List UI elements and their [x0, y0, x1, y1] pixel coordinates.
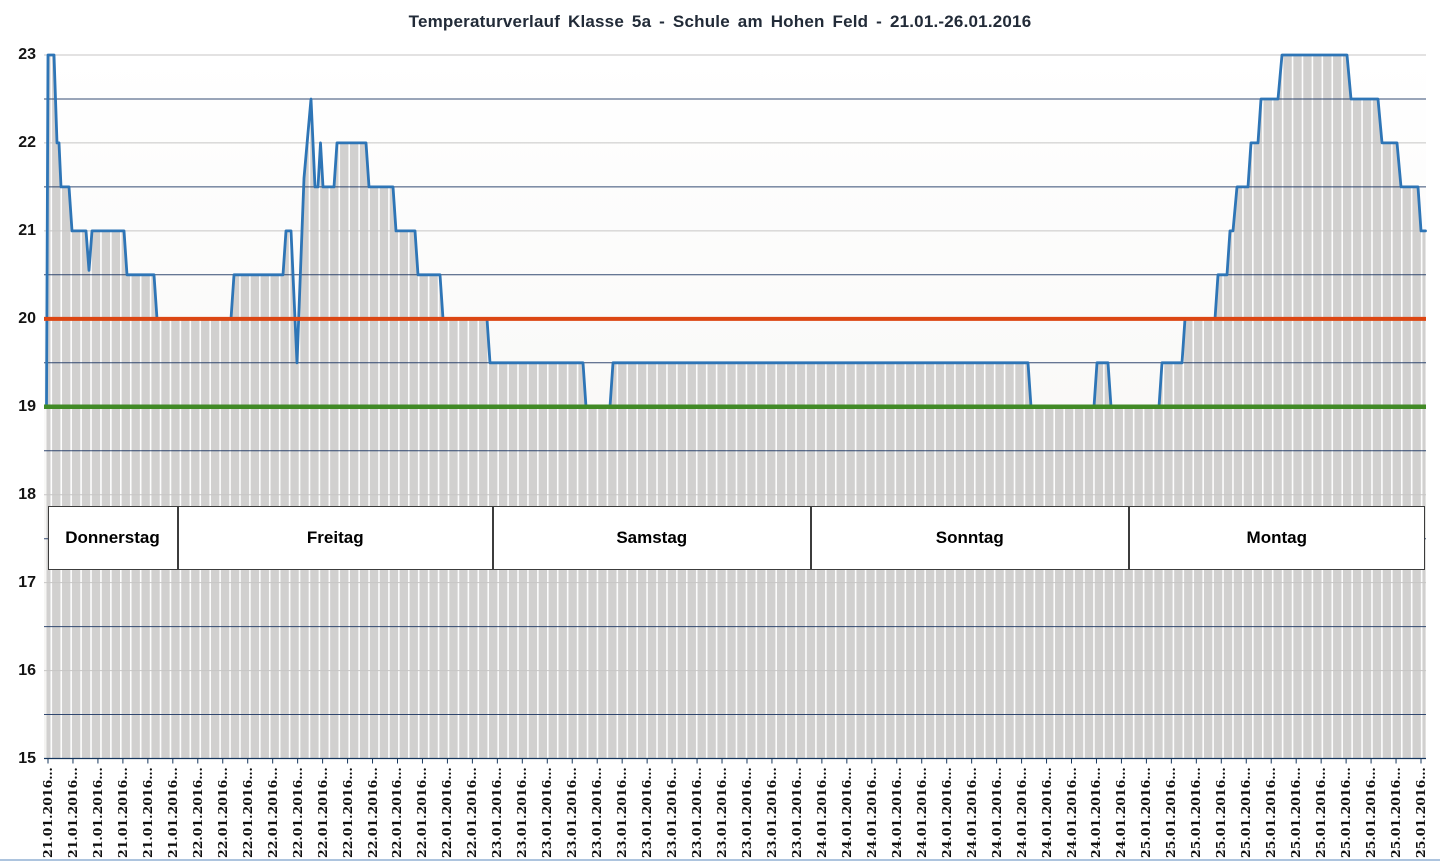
x-axis-label: 21.01.2016… [64, 767, 80, 858]
x-axis-label: 21.01.2016… [114, 767, 130, 858]
bottom-border-line [0, 859, 1440, 861]
x-axis-label: 22.01.2016… [214, 767, 230, 858]
day-band-samstag: Samstag [493, 506, 811, 570]
x-axis-label: 24.01.2016… [963, 767, 979, 858]
x-axis-label: 23.01.2016… [489, 767, 505, 858]
x-axis-label: 24.01.2016… [813, 767, 829, 858]
x-axis-label: 21.01.2016… [89, 767, 105, 858]
day-band-montag: Montag [1129, 506, 1425, 570]
x-axis-label: 25.01.2016… [1363, 767, 1379, 858]
x-axis-label: 24.01.2016… [1063, 767, 1079, 858]
day-band-donnerstag: Donnerstag [47, 506, 178, 570]
x-axis-label: 25.01.2016… [1388, 767, 1404, 858]
x-axis-label: 22.01.2016… [314, 767, 330, 858]
x-axis-label: 25.01.2016… [1263, 767, 1279, 858]
y-axis-label-17: 17 [18, 573, 36, 591]
x-axis-label: 22.01.2016… [339, 767, 355, 858]
x-axis-label: 21.01.2016… [139, 767, 155, 858]
x-axis-label: 25.01.2016… [1338, 767, 1354, 858]
y-axis-label-15: 15 [18, 749, 36, 767]
y-axis-label-16: 16 [18, 661, 36, 679]
x-axis-label: 22.01.2016… [239, 767, 255, 858]
x-axis-label: 23.01.2016… [738, 767, 754, 858]
x-axis-label: 23.01.2016… [589, 767, 605, 858]
x-axis-label: 23.01.2016… [763, 767, 779, 858]
day-band-sonntag: Sonntag [810, 506, 1129, 570]
y-axis-label-22: 22 [18, 133, 36, 151]
x-axis-label: 23.01.2016… [514, 767, 530, 858]
x-axis-label: 22.01.2016… [464, 767, 480, 858]
x-axis-label: 21.01.2016… [40, 767, 55, 858]
x-axis-label: 25.01.2016… [1138, 767, 1154, 858]
x-axis-label: 22.01.2016… [264, 767, 280, 858]
x-axis-label: 23.01.2016… [639, 767, 655, 858]
x-axis-label: 24.01.2016… [863, 767, 879, 858]
x-axis-label: 25.01.2016… [1238, 767, 1254, 858]
x-axis-label: 25.01.2016… [1288, 767, 1304, 858]
day-band-freitag: Freitag [177, 506, 493, 570]
x-axis-label: 21.01.2016… [164, 767, 180, 858]
x-axis-label: 22.01.2016… [414, 767, 430, 858]
x-axis-label: 23.01.2016… [689, 767, 705, 858]
x-axis-label: 24.01.2016… [938, 767, 954, 858]
x-axis-label: 25.01.2016… [1413, 767, 1428, 858]
x-axis-label: 24.01.2016… [838, 767, 854, 858]
y-axis-label-23: 23 [18, 46, 36, 63]
x-axis-label: 24.01.2016… [1088, 767, 1104, 858]
x-axis-label: 23.01.2016… [788, 767, 804, 858]
x-axis-label: 23.01.2016… [714, 767, 730, 858]
x-axis-label: 22.01.2016… [189, 767, 205, 858]
x-axis-label: 24.01.2016… [913, 767, 929, 858]
x-axis-label: 25.01.2016… [1313, 767, 1329, 858]
x-axis-label: 25.01.2016… [1163, 767, 1179, 858]
x-axis-label: 24.01.2016… [988, 767, 1004, 858]
x-axis-label: 23.01.2016… [539, 767, 555, 858]
x-axis-label: 22.01.2016… [289, 767, 305, 858]
y-axis-label-21: 21 [18, 221, 36, 239]
x-axis-label: 25.01.2016… [1213, 767, 1229, 858]
x-axis-label: 25.01.2016… [1188, 767, 1204, 858]
x-axis-label: 23.01.2016… [614, 767, 630, 858]
y-axis-label-20: 20 [18, 309, 36, 327]
x-axis-label: 22.01.2016… [439, 767, 455, 858]
x-axis-label: 22.01.2016… [364, 767, 380, 858]
x-axis-label: 24.01.2016… [888, 767, 904, 858]
x-axis-label: 23.01.2016… [564, 767, 580, 858]
x-axis-label: 23.01.2016… [664, 767, 680, 858]
x-axis-label: 24.01.2016… [1038, 767, 1054, 858]
x-axis-label: 24.01.2016… [1113, 767, 1129, 858]
chart-title: Temperaturverlauf Klasse 5a - Schule am … [408, 12, 1032, 31]
y-axis-label-18: 18 [18, 485, 36, 503]
x-axis-label: 24.01.2016… [1013, 767, 1029, 858]
x-axis-label: 22.01.2016… [389, 767, 405, 858]
y-axis-label-19: 19 [18, 397, 36, 415]
x-axis-ticks [47, 758, 1422, 764]
